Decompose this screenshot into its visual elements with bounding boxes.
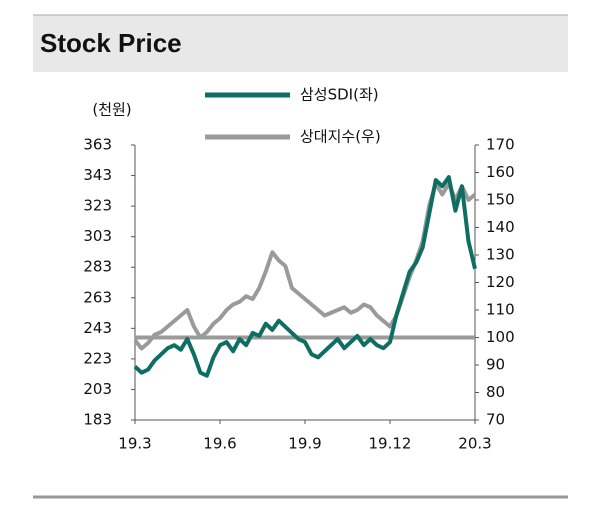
y2-tick-label: 140 — [486, 218, 515, 236]
header-band — [33, 15, 568, 72]
x-tick-label: 19.6 — [203, 435, 236, 453]
x-tick-label: 19.3 — [118, 435, 151, 453]
legend-label: 삼성SDI(좌) — [300, 86, 379, 104]
chart-title: Stock Price — [40, 28, 182, 58]
y2-tick-label: 90 — [486, 356, 505, 374]
y-axis-label: (천원) — [92, 101, 131, 119]
y-tick-label: 343 — [83, 166, 112, 184]
y-tick-label: 183 — [83, 411, 112, 429]
y-tick-label: 303 — [83, 227, 112, 245]
y-tick-label: 203 — [83, 380, 112, 398]
x-tick-label: 20.3 — [458, 435, 491, 453]
series-line — [133, 175, 477, 378]
y2-tick-label: 170 — [486, 136, 515, 154]
y-tick-label: 243 — [83, 319, 112, 337]
series-line — [133, 181, 477, 351]
y-tick-label: 363 — [83, 136, 112, 154]
legend-label: 상대지수(우) — [300, 128, 381, 146]
y2-tick-label: 80 — [486, 383, 505, 401]
y2-tick-label: 160 — [486, 163, 515, 181]
y-tick-label: 223 — [83, 349, 112, 367]
y2-tick-label: 70 — [486, 411, 505, 429]
x-tick-label: 19.12 — [369, 435, 412, 453]
y-tick-label: 323 — [83, 197, 112, 215]
y2-tick-label: 100 — [486, 328, 515, 346]
y2-tick-label: 130 — [486, 246, 515, 264]
y-tick-label: 263 — [83, 288, 112, 306]
y-tick-label: 283 — [83, 258, 112, 276]
y2-tick-label: 150 — [486, 191, 515, 209]
x-tick-label: 19.9 — [288, 435, 321, 453]
y2-tick-label: 110 — [486, 301, 515, 319]
y2-tick-label: 120 — [486, 273, 515, 291]
